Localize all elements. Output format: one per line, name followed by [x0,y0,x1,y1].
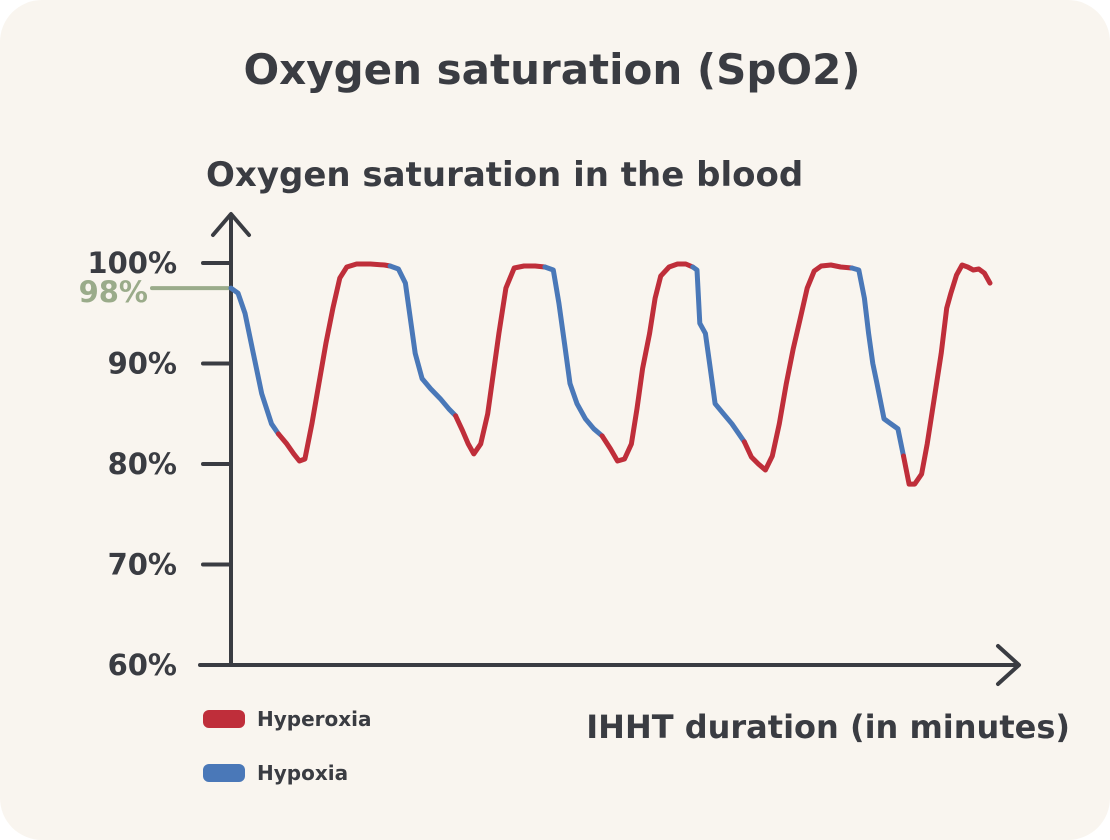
reference-label: 98% [79,275,148,309]
x-axis-label: IHHT duration (in minutes) [586,708,1070,746]
legend-swatch-hypoxia [203,764,245,782]
y-tick-label: 90% [108,347,177,381]
series-line-hypoxia [542,264,605,439]
y-tick-label: 80% [108,447,177,481]
series-line-hypoxia [849,265,906,459]
series-line-hyperoxia [741,262,855,473]
y-tick-label: 100% [87,246,177,280]
series-line-hypoxia [690,264,747,445]
series-line-hyperoxia [453,263,548,457]
chart-title: Oxygen saturation (SpO2) [243,45,860,94]
series-line-hyperoxia [275,261,393,464]
y-tick-label: 60% [108,648,177,682]
series-line-hypoxia [228,285,281,437]
y-tick-label: 70% [108,548,177,582]
legend-label-hypoxia: Hypoxia [257,761,348,785]
x-axis-arrow [996,644,1021,686]
series-line-hyperoxia [901,262,993,487]
series-line-hyperoxia [599,261,696,464]
legend: Hyperoxia Hypoxia [203,707,372,785]
y-axis-arrow [211,212,251,237]
series-lines [228,261,993,487]
legend-label-hyperoxia: Hyperoxia [257,707,372,731]
reference-line-group: 98% [79,275,233,309]
y-ticks: 100% 90% 80% 70% 60% [87,246,233,682]
y-axis-label: Oxygen saturation in the blood [206,155,803,195]
series-line-hypoxia [387,263,459,419]
legend-swatch-hyperoxia [203,710,245,728]
